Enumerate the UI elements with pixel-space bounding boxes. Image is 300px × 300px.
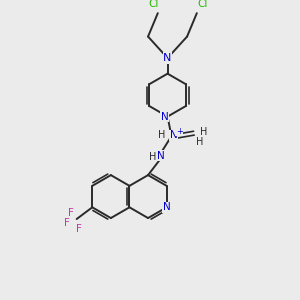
Text: Cl: Cl bbox=[197, 0, 208, 9]
Text: N: N bbox=[161, 112, 169, 122]
Text: Cl: Cl bbox=[149, 0, 159, 9]
Text: N: N bbox=[169, 130, 177, 140]
Text: H: H bbox=[196, 137, 203, 147]
Text: N: N bbox=[163, 202, 170, 212]
Text: F: F bbox=[64, 218, 70, 228]
Text: N: N bbox=[164, 53, 172, 63]
Text: F: F bbox=[76, 224, 82, 234]
Text: H: H bbox=[158, 130, 165, 140]
Text: +: + bbox=[176, 127, 183, 136]
Text: N: N bbox=[157, 151, 165, 160]
Text: H: H bbox=[200, 127, 207, 137]
Text: F: F bbox=[68, 208, 74, 218]
Text: H: H bbox=[149, 152, 157, 162]
